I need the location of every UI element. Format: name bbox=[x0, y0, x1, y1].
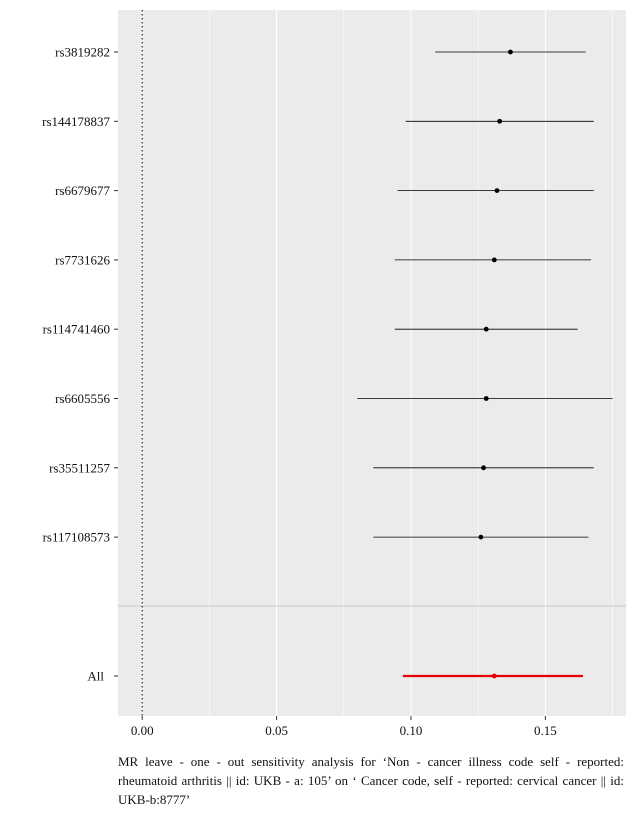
x-tick-label: 0.15 bbox=[534, 723, 557, 738]
y-tick-label: rs144178837 bbox=[42, 114, 110, 129]
y-tick-label: rs114741460 bbox=[43, 322, 110, 337]
x-tick-labels: 0.00 0.05 0.10 0.15 bbox=[131, 716, 557, 738]
y-tick-label: rs7731626 bbox=[55, 252, 110, 267]
x-tick-label: 0.10 bbox=[400, 723, 423, 738]
point-estimate-rs6605556 bbox=[483, 396, 489, 401]
point-estimate-rs6679677 bbox=[494, 188, 500, 194]
point-estimate-rs144178837 bbox=[497, 118, 503, 124]
y-tick-labels: rs3819282 rs144178837 rs6679677 rs7731626 rs… bbox=[42, 45, 118, 684]
y-tick-label: rs35511257 bbox=[49, 460, 110, 475]
grid-lines bbox=[118, 10, 626, 716]
point-estimate-rs7731626 bbox=[491, 257, 497, 263]
x-tick-label: 0.05 bbox=[265, 723, 288, 738]
x-tick-label: 0.00 bbox=[131, 723, 154, 738]
figure-caption: MR leave - one - out sensitivity analysi… bbox=[118, 754, 624, 807]
point-estimate-rs3819282 bbox=[508, 49, 513, 55]
point-estimate-rs114741460 bbox=[483, 326, 489, 332]
point-estimate-all bbox=[491, 673, 497, 679]
y-tick-label: rs6679677 bbox=[55, 183, 110, 198]
forest-plot: rs3819282 rs144178837 rs6679677 rs7731626 rs… bbox=[42, 10, 626, 738]
y-tick-label: rs3819282 bbox=[55, 45, 110, 60]
y-tick-label: All bbox=[87, 669, 104, 684]
plot-panel bbox=[118, 10, 626, 716]
point-estimate-rs117108573 bbox=[478, 534, 484, 540]
y-tick-label: rs6605556 bbox=[55, 391, 110, 406]
point-estimate-rs35511257 bbox=[481, 465, 486, 471]
y-tick-label: rs117108573 bbox=[43, 530, 110, 545]
chart-marks bbox=[357, 49, 613, 679]
